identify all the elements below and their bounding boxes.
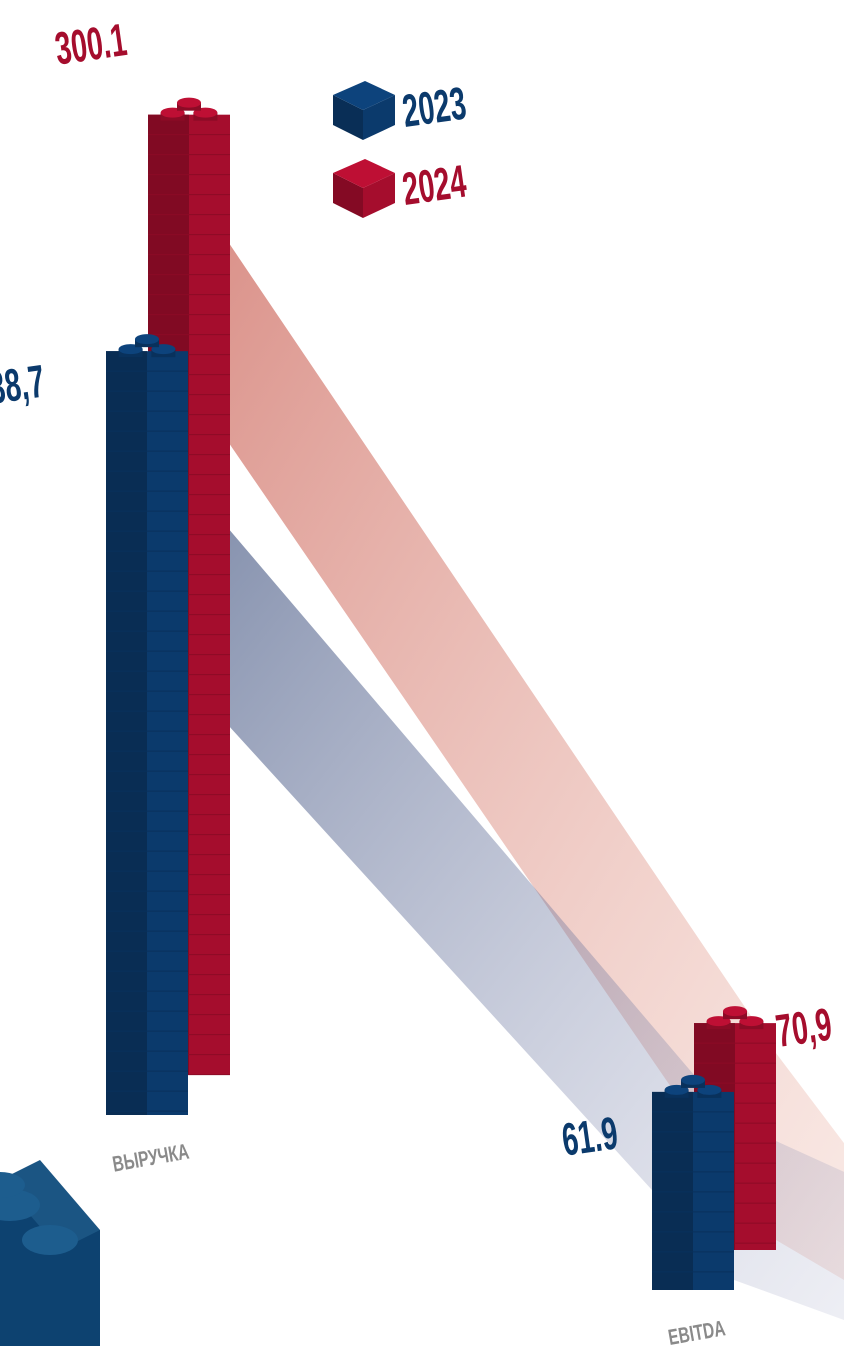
value-label: 300.1 bbox=[52, 14, 130, 75]
stud-top bbox=[135, 334, 159, 345]
bar-shade bbox=[652, 1091, 693, 1290]
legend-swatch-top bbox=[333, 159, 395, 188]
bar-group bbox=[106, 334, 188, 1115]
stud-top bbox=[681, 1074, 705, 1085]
bar-group bbox=[652, 1074, 734, 1290]
legend-item: 2024 bbox=[333, 156, 470, 218]
value-label: 238,7 bbox=[0, 356, 48, 417]
stud-top bbox=[723, 1006, 747, 1017]
value-label: 70,9 bbox=[773, 999, 835, 1058]
bars bbox=[106, 97, 776, 1290]
legend-label: 2023 bbox=[399, 78, 469, 138]
decor-brick bbox=[0, 1160, 100, 1346]
bar-shade bbox=[106, 351, 147, 1115]
legend-label: 2024 bbox=[399, 156, 470, 216]
category-label: EBITDA bbox=[667, 1317, 728, 1346]
stud-top bbox=[177, 97, 201, 108]
category-label: ВЫРУЧКА bbox=[111, 1140, 191, 1177]
legend-swatch-top bbox=[333, 81, 395, 110]
shadow-ribbon bbox=[230, 244, 844, 1281]
legend-item: 2023 bbox=[333, 78, 469, 140]
value-label: 61.9 bbox=[559, 1108, 621, 1167]
legend: 2023 2024 bbox=[333, 78, 470, 218]
